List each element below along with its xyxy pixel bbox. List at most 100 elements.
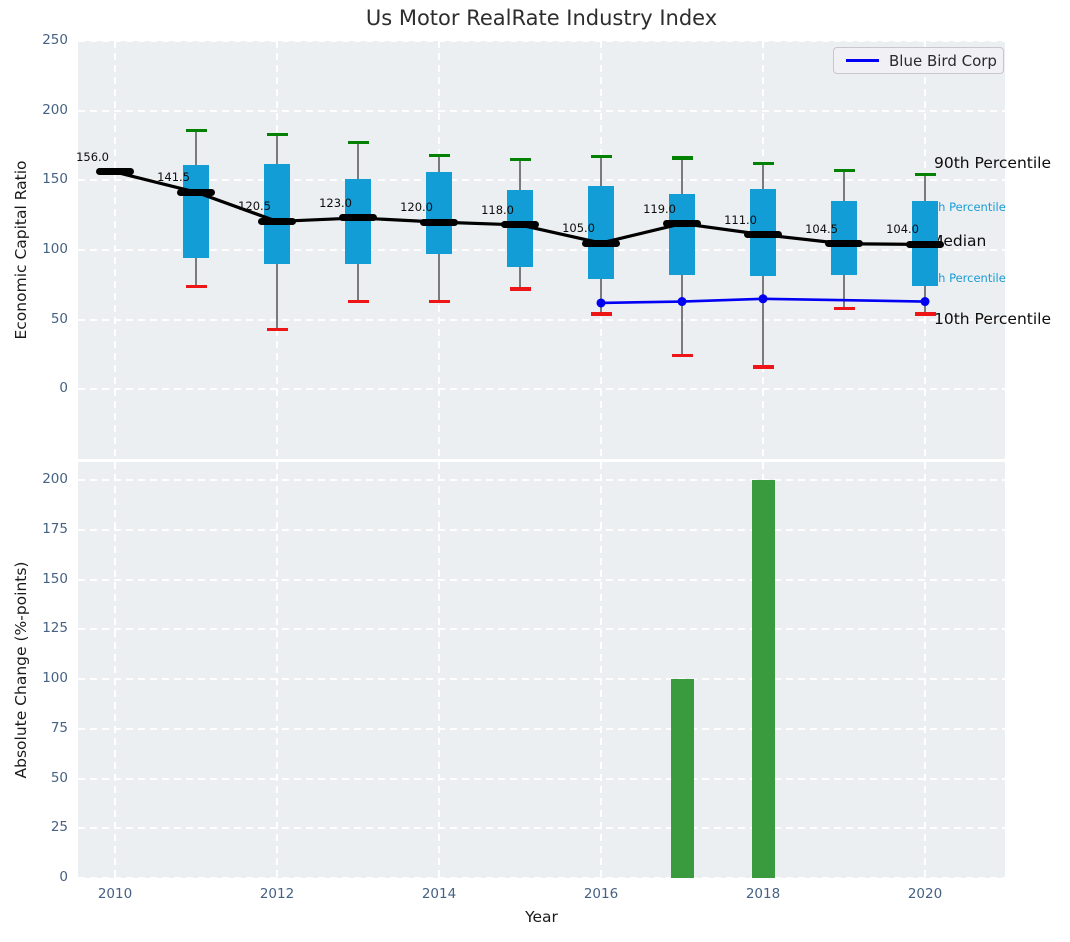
ytick-top-0: 0 [59, 380, 68, 397]
median-dash-2020 [906, 240, 944, 248]
p90-cap-2018 [752, 162, 774, 166]
p10-cap-2017 [671, 354, 693, 358]
box-2016 [588, 185, 614, 280]
bar-2018 [751, 480, 775, 878]
ytick-top-200: 200 [42, 101, 68, 118]
p10-cap-2014 [428, 299, 450, 304]
gridline-v [924, 462, 926, 878]
p90-cap-2015 [509, 157, 531, 162]
legend: Blue Bird Corp [833, 47, 1004, 74]
gridline-v [114, 462, 116, 878]
gridline-h [78, 727, 1005, 730]
p90-cap-2012 [266, 132, 288, 136]
ytick-bottom-125: 125 [42, 620, 68, 637]
median-dash-2015 [501, 221, 539, 229]
median-label-2016: 105.0 [562, 221, 595, 236]
median-dash-2019 [825, 240, 863, 248]
median-dash-2014 [420, 218, 458, 226]
median-label-2015: 118.0 [481, 202, 514, 217]
gridline-h [78, 318, 1005, 321]
median-label-2011: 141.5 [157, 170, 190, 185]
p90-cap-2013 [347, 141, 369, 145]
ytick-bottom-175: 175 [42, 520, 68, 537]
gridline-v [114, 41, 116, 459]
gridline-h [78, 249, 1005, 251]
xtick-2012: 2012 [259, 886, 295, 902]
xtick-2014: 2014 [421, 886, 457, 902]
ytick-bottom-50: 50 [50, 769, 68, 786]
ytick-bottom-0: 0 [59, 869, 68, 885]
gridline-h [78, 578, 1005, 581]
ytick-top-150: 150 [42, 171, 68, 188]
gridline-v [438, 462, 440, 878]
p10-cap-2016 [590, 312, 612, 316]
chart-title: Us Motor RealRate Industry Index [365, 6, 718, 30]
gridline-h [78, 877, 1005, 879]
ytick-bottom-150: 150 [42, 570, 68, 587]
median-label-2012: 120.5 [238, 199, 271, 214]
median-label-2020: 104.0 [886, 222, 919, 237]
xtick-2018: 2018 [745, 886, 781, 902]
ytick-bottom-75: 75 [50, 719, 68, 736]
box-2011 [183, 165, 209, 259]
gridline-v [600, 462, 602, 878]
median-dash-2013 [339, 214, 377, 222]
legend-label: Blue Bird Corp [889, 51, 997, 70]
company-marker-2020 [920, 297, 930, 307]
median-label-2014: 120.0 [400, 200, 433, 215]
company-marker-2018 [758, 294, 768, 304]
median-dash-2011 [177, 188, 215, 196]
p90-cap-2017 [671, 156, 693, 160]
company-line [600, 297, 926, 305]
median-dash-2018 [744, 231, 782, 239]
percentile-label-25th: 25th Percentile [919, 270, 1006, 285]
gridline-v [276, 462, 278, 878]
company-marker-2016 [596, 298, 606, 308]
box-2014 [426, 171, 452, 255]
ytick-bottom-200: 200 [42, 471, 68, 487]
median-label-2017: 119.0 [643, 201, 676, 216]
median-dash-2016 [582, 239, 620, 247]
median-dash-2010 [96, 168, 134, 176]
xtick-2020: 2020 [907, 886, 943, 902]
p10-cap-2012 [266, 327, 288, 331]
gridline-h [78, 678, 1005, 680]
p10-cap-2018 [752, 365, 774, 369]
percentile-label-10th: 10th Percentile [934, 310, 1052, 329]
p10-cap-2013 [347, 299, 369, 304]
ytick-top-250: 250 [42, 32, 68, 48]
box-2013 [345, 178, 371, 264]
median-label-2013: 123.0 [319, 195, 352, 210]
gridline-h [78, 479, 1005, 481]
p90-cap-2019 [833, 168, 855, 173]
p90-cap-2014 [428, 153, 450, 157]
p10-cap-2020 [914, 312, 936, 316]
xtick-2016: 2016 [583, 886, 619, 902]
x-axis-label: Year [525, 908, 558, 926]
p90-cap-2020 [914, 173, 936, 177]
gridline-h [78, 388, 1005, 391]
box-2012 [264, 163, 290, 264]
ytick-bottom-25: 25 [50, 819, 68, 836]
p10-cap-2019 [833, 306, 855, 311]
p10-cap-2011 [185, 284, 207, 288]
percentile-label-90th: 90th Percentile [934, 154, 1052, 173]
median-label-2018: 111.0 [724, 212, 757, 227]
gridline-h [78, 179, 1005, 182]
box-2017 [669, 194, 695, 276]
gridline-h [78, 777, 1005, 780]
gridline-h [78, 40, 1005, 42]
median-dash-2017 [663, 220, 701, 228]
percentile-label-75th: 75th Percentile [919, 199, 1006, 214]
p90-cap-2011 [185, 128, 207, 132]
gridline-h [78, 827, 1005, 830]
box-2019 [831, 201, 857, 276]
median-dash-2012 [258, 217, 296, 225]
median-label-2019: 104.5 [805, 221, 838, 236]
ytick-bottom-100: 100 [42, 670, 68, 686]
ytick-top-50: 50 [50, 310, 68, 327]
median-label-2010: 156.0 [76, 149, 109, 164]
gridline-h [78, 109, 1005, 112]
